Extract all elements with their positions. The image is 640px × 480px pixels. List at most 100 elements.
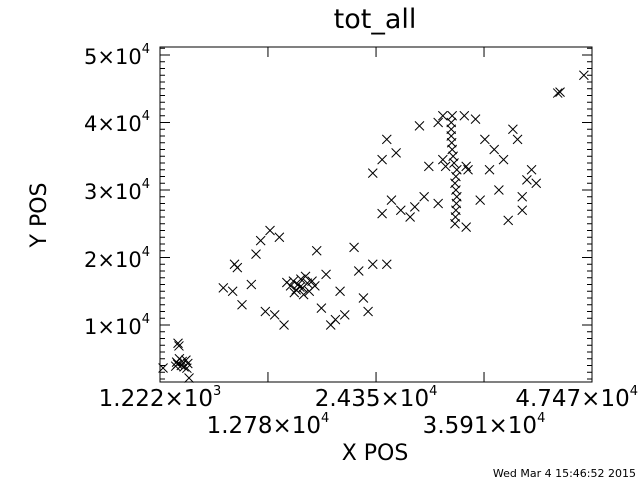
x-tick-label: 1.222×103 [98, 385, 222, 412]
point-stroke [251, 249, 261, 259]
data-point [353, 266, 364, 276]
point-stroke [229, 259, 240, 270]
point-stroke [377, 208, 387, 219]
point-stroke [279, 320, 289, 330]
point-stroke [177, 356, 188, 367]
point-stroke [367, 168, 378, 178]
y-tick-label: 2×104 [84, 246, 150, 272]
data-point [579, 70, 589, 81]
point-stroke [246, 279, 257, 290]
data-point [381, 259, 392, 270]
point-stroke [172, 359, 183, 370]
data-point [480, 134, 490, 145]
point-stroke [227, 286, 238, 297]
point-stroke [295, 282, 305, 293]
data-point [526, 164, 537, 175]
data-point [522, 175, 532, 185]
point-stroke [288, 276, 299, 286]
data-point [260, 306, 271, 317]
point-stroke [555, 87, 565, 97]
point-stroke [419, 191, 429, 202]
data-point [255, 235, 266, 246]
point-stroke [173, 338, 183, 349]
point-stroke [531, 178, 542, 189]
y-tick-label: 4×104 [84, 109, 150, 136]
point-stroke [311, 245, 322, 256]
timestamp: Wed Mar 4 15:46:52 2015 [492, 467, 636, 480]
data-point [311, 245, 322, 256]
point-stroke [316, 303, 327, 313]
point-stroke [503, 215, 514, 226]
point-stroke [446, 131, 457, 141]
data-point [451, 164, 462, 175]
data-point [339, 310, 350, 320]
point-stroke [325, 320, 336, 330]
data-point [307, 276, 317, 286]
tick-exponent: 4 [321, 411, 330, 426]
data-point [295, 282, 305, 293]
data-point [423, 161, 434, 172]
data-point [494, 185, 504, 195]
point-stroke [409, 202, 420, 212]
data-point [437, 110, 448, 121]
data-point [377, 208, 387, 219]
tick-mantissa: 3.591×10 [422, 413, 538, 439]
data-point [391, 148, 401, 158]
point-stroke [218, 283, 229, 293]
point-stroke [255, 235, 266, 246]
chart-title: tot_all [333, 4, 417, 35]
x-axis-label: X POS [341, 441, 409, 466]
tick-mantissa: 1.222×10 [98, 386, 214, 412]
data-point [330, 314, 341, 325]
tick-mantissa: 2.435×10 [314, 386, 430, 412]
tick-exponent: 4 [629, 384, 638, 399]
data-point [184, 373, 194, 383]
data-point [246, 279, 257, 290]
tick-mantissa: 1.278×10 [206, 413, 322, 439]
point-stroke [459, 110, 470, 121]
data-point [367, 168, 378, 178]
x-tick-label: 1.278×104 [206, 411, 330, 439]
data-point [405, 212, 415, 222]
point-stroke [423, 161, 434, 172]
data-point [461, 161, 472, 172]
point-stroke [484, 164, 495, 175]
tick-exponent: 4 [141, 109, 150, 125]
point-stroke [463, 164, 473, 175]
point-stroke [237, 299, 247, 310]
point-stroke [181, 355, 191, 365]
point-stroke [450, 212, 461, 222]
data-point [475, 195, 486, 205]
data-point [279, 320, 289, 330]
point-stroke [437, 110, 448, 121]
point-stroke [265, 225, 275, 236]
point-stroke [381, 134, 392, 145]
point-stroke [330, 314, 341, 325]
point-stroke [353, 266, 364, 276]
point-stroke [335, 286, 345, 297]
data-point [310, 280, 320, 291]
data-point [470, 114, 481, 124]
point-stroke [174, 341, 184, 351]
point-stroke [512, 134, 523, 145]
point-stroke [450, 218, 460, 229]
tick-mantissa: 4.747×10 [515, 386, 630, 412]
x-tick-label: 2.435×104 [314, 384, 438, 412]
point-stroke [461, 161, 472, 172]
data-point [172, 359, 183, 370]
data-point [517, 205, 528, 216]
tick-mantissa: 1×10 [84, 315, 142, 339]
point-stroke [475, 195, 486, 205]
data-point [489, 144, 500, 155]
tick-exponent: 4 [429, 384, 438, 399]
point-stroke [158, 363, 168, 373]
data-point [237, 299, 247, 310]
point-stroke [451, 164, 462, 175]
point-stroke [440, 161, 451, 172]
data-point [316, 303, 327, 313]
data-point [218, 283, 229, 293]
point-stroke [450, 178, 460, 189]
point-stroke [451, 205, 461, 216]
axis-ticks [159, 47, 593, 382]
